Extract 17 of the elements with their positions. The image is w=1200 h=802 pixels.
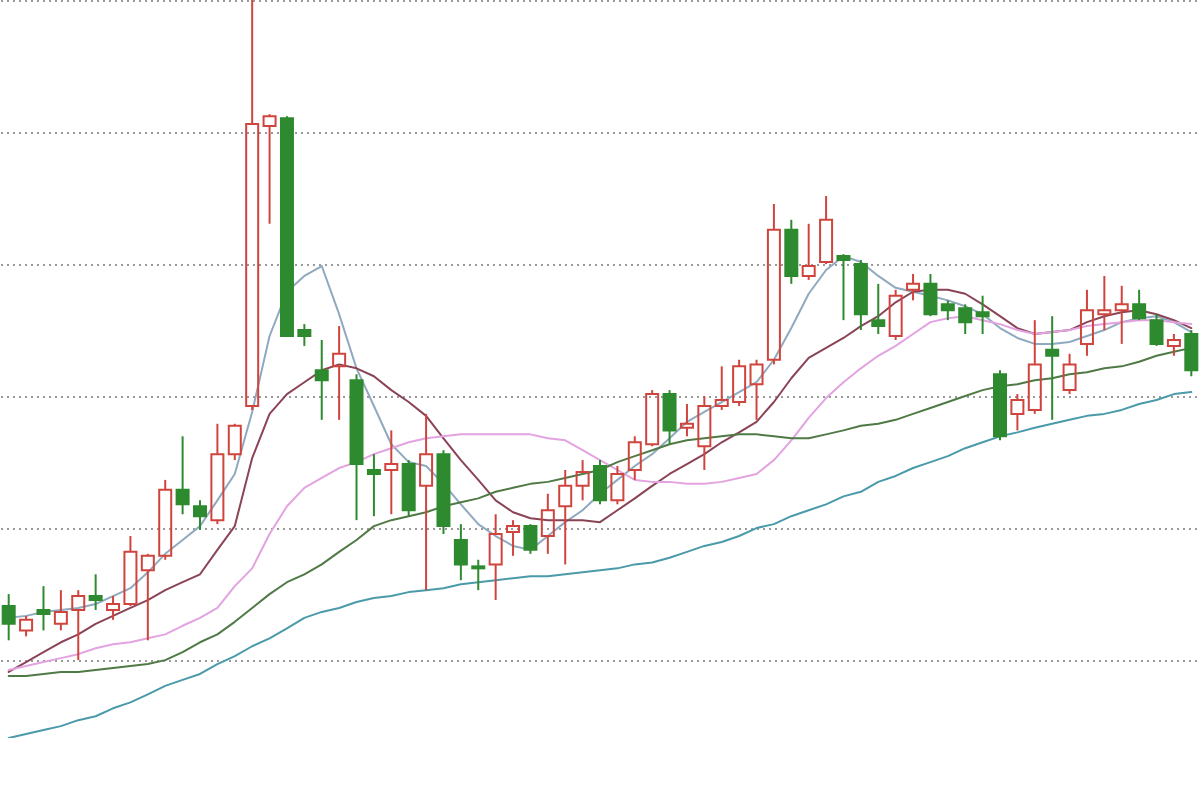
candlestick bbox=[88, 573, 103, 611]
candlestick bbox=[314, 338, 329, 421]
candlestick bbox=[975, 294, 990, 336]
candlestick bbox=[419, 412, 434, 592]
candlestick bbox=[366, 453, 381, 518]
candlestick bbox=[575, 459, 590, 502]
candlestick bbox=[488, 513, 503, 602]
candlestick bbox=[332, 325, 347, 421]
candlestick bbox=[384, 429, 399, 516]
candlestick bbox=[1114, 284, 1129, 345]
candlestick bbox=[36, 585, 51, 632]
candlestick bbox=[453, 523, 468, 582]
candlestick bbox=[540, 492, 555, 555]
candlestick bbox=[1045, 315, 1060, 421]
candlestick bbox=[1, 593, 16, 642]
candlestick bbox=[558, 469, 573, 566]
candlestick bbox=[175, 435, 190, 516]
